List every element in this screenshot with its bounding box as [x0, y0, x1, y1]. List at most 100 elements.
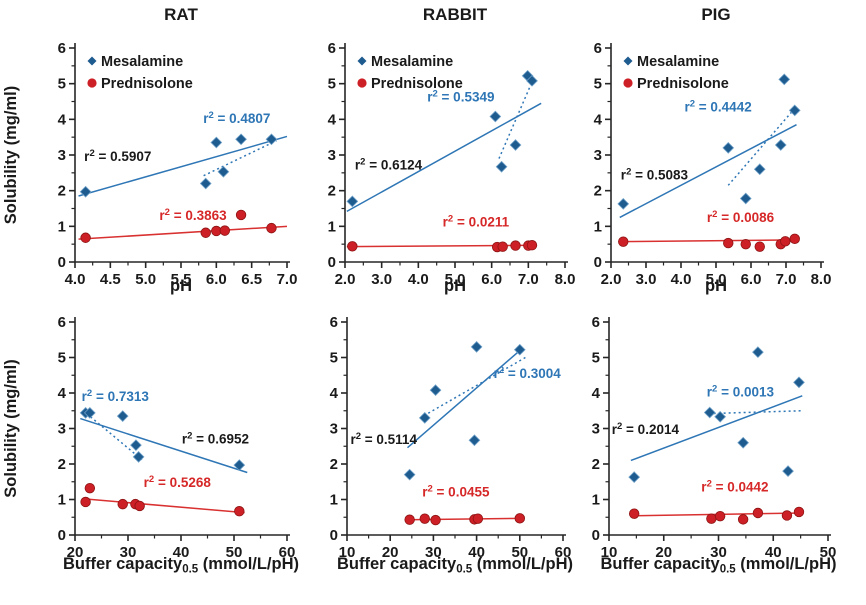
trend-line-solid [619, 239, 797, 243]
svg-text:5.0: 5.0 [445, 271, 466, 288]
y-axis-label: Solubility (mg/ml) [2, 359, 20, 497]
mesalamine-points [79, 133, 278, 198]
r2-label: r2 = 0.0013 [707, 384, 775, 400]
r2-label: r2 = 0.0442 [701, 479, 768, 495]
svg-text:5: 5 [592, 350, 600, 367]
svg-text:6: 6 [328, 40, 336, 57]
chart-svg-pig-buffer: 10 20 30 40 50 0 1 2 3 4 5 6 r2 = 0.2014 r2 = 0.0013 r… [592, 314, 837, 576]
svg-text:10: 10 [339, 544, 356, 561]
axes [341, 317, 566, 541]
mesalamine-points [628, 346, 805, 484]
svg-text:40: 40 [173, 544, 190, 561]
chart-panel-pig-ph: 2.0 3.0 4.0 5.0 6.0 7.0 8.0 0 1 2 3 4 5 6 r2 = 0.5083 r… [580, 0, 866, 300]
svg-text:7.0: 7.0 [776, 271, 797, 288]
svg-text:4.0: 4.0 [65, 271, 86, 288]
legend-diamond-icon [357, 56, 367, 66]
svg-text:5: 5 [58, 76, 66, 93]
axes [69, 317, 290, 541]
y-axis-label: Solubility (mg/ml) [2, 86, 20, 224]
r2-label: r2 = 0.7313 [82, 388, 150, 404]
svg-text:0: 0 [330, 527, 338, 544]
svg-text:6.0: 6.0 [481, 271, 502, 288]
prednisolone-points [628, 506, 805, 525]
svg-text:3.0: 3.0 [636, 271, 657, 288]
svg-text:3: 3 [58, 421, 66, 438]
r2-label: r2 = 0.3004 [494, 365, 562, 381]
axes [69, 43, 290, 268]
svg-text:6.5: 6.5 [241, 271, 262, 288]
svg-text:30: 30 [120, 544, 137, 561]
svg-text:3: 3 [594, 147, 602, 164]
legend-label: Prednisolone [637, 76, 729, 92]
chart-svg-rat-buffer: 20 30 40 50 60 0 1 2 3 4 5 6 r2 = 0.6952 r2 = 0.7313 r… [2, 314, 299, 576]
svg-text:0: 0 [58, 527, 66, 544]
svg-text:3: 3 [330, 421, 338, 438]
chart-panel-rabbit-buffer: 10 20 30 40 50 60 0 1 2 3 4 5 6 r2 = 0.5114 r2 = 0.300… [300, 300, 580, 600]
svg-text:6: 6 [330, 314, 338, 331]
trend-line-dotted [708, 410, 803, 415]
trend-line-dotted [498, 83, 532, 159]
r2-label: r2 = 0.4442 [684, 98, 751, 114]
legend-label: Mesalamine [101, 54, 183, 70]
chart-svg-rat-ph: 4.0 4.5 5.0 5.5 6.0 6.5 7.0 0 1 2 3 4 5 6 r2 = 0.5907 r… [2, 5, 298, 295]
mesalamine-points [617, 73, 801, 210]
trend-line-solid [78, 135, 288, 197]
r2-label: r2 = 0.3863 [159, 207, 227, 223]
chart-panel-pig-buffer: 10 20 30 40 50 0 1 2 3 4 5 6 r2 = 0.2014 r2 = 0.0013 r… [580, 300, 866, 600]
svg-text:2: 2 [58, 456, 66, 473]
chart-panel-rat-ph: 4.0 4.5 5.0 5.5 6.0 6.5 7.0 0 1 2 3 4 5 6 r2 = 0.5907 r… [0, 0, 300, 300]
mesalamine-points [346, 69, 538, 208]
r2-label: r2 = 0.0211 [443, 213, 510, 229]
chart-panel-rabbit-ph: 2.0 3.0 4.0 5.0 6.0 7.0 8.0 0 1 2 3 4 5 6 r2 = 0.6124 r… [300, 0, 580, 300]
legend-label: Prednisolone [101, 76, 193, 92]
tick-labels: 4.0 4.5 5.0 5.5 6.0 6.5 7.0 0 1 2 3 4 5 6 [58, 40, 298, 288]
svg-text:3: 3 [58, 147, 66, 164]
svg-text:3.0: 3.0 [371, 271, 392, 288]
trend-line-solid [80, 417, 248, 474]
svg-text:4: 4 [592, 385, 601, 402]
svg-text:1: 1 [594, 218, 602, 235]
trend-line-solid [82, 498, 245, 514]
chart-svg-rabbit-ph: 2.0 3.0 4.0 5.0 6.0 7.0 8.0 0 1 2 3 4 5 6 r2 = 0.6124 r… [328, 5, 576, 295]
chart-svg-rabbit-buffer: 10 20 30 40 50 60 0 1 2 3 4 5 6 r2 = 0.5114 r2 = 0.300… [330, 314, 573, 576]
axes [603, 317, 831, 541]
trend-line-solid [78, 225, 288, 240]
svg-text:5: 5 [594, 76, 602, 93]
chart-title: RAT [164, 5, 198, 24]
svg-text:0: 0 [58, 254, 66, 271]
svg-text:6.0: 6.0 [741, 271, 762, 288]
x-axis-label: Buffer capacity0.5 (mmol/L/pH) [63, 555, 299, 576]
chart-panel-rat-buffer: 20 30 40 50 60 0 1 2 3 4 5 6 r2 = 0.6952 r2 = 0.7313 r… [0, 300, 300, 600]
r2-label: r2 = 0.2014 [612, 421, 680, 437]
svg-text:2: 2 [328, 183, 336, 200]
legend: Mesalamine Prednisolone [357, 54, 463, 92]
svg-text:40: 40 [468, 544, 485, 561]
x-axis-label: pH [170, 277, 192, 295]
svg-text:40: 40 [765, 544, 782, 561]
svg-text:1: 1 [328, 218, 336, 235]
svg-text:1: 1 [592, 492, 600, 509]
legend-label: Mesalamine [371, 54, 453, 70]
tick-labels: 10 20 30 40 50 0 1 2 3 4 5 6 [592, 314, 837, 561]
svg-text:4.0: 4.0 [671, 271, 692, 288]
svg-text:7.0: 7.0 [518, 271, 539, 288]
svg-text:5.5: 5.5 [171, 271, 192, 288]
svg-text:60: 60 [555, 544, 572, 561]
svg-text:50: 50 [820, 544, 837, 561]
trend-line-solid [346, 102, 542, 213]
svg-text:20: 20 [382, 544, 399, 561]
svg-text:20: 20 [67, 544, 84, 561]
svg-text:6.0: 6.0 [206, 271, 227, 288]
trend-line-solid [619, 124, 797, 219]
svg-text:50: 50 [226, 544, 243, 561]
tick-labels: 2.0 3.0 4.0 5.0 6.0 7.0 8.0 0 1 2 3 4 5 6 [328, 40, 576, 288]
trend-line-solid [406, 347, 523, 449]
svg-text:4: 4 [58, 385, 67, 402]
r2-label: r2 = 0.0455 [422, 484, 490, 500]
svg-text:4: 4 [328, 111, 337, 128]
r2-label: r2 = 0.5349 [427, 89, 494, 105]
svg-text:0: 0 [328, 254, 336, 271]
prednisolone-points [80, 482, 245, 517]
svg-text:6: 6 [58, 40, 66, 57]
